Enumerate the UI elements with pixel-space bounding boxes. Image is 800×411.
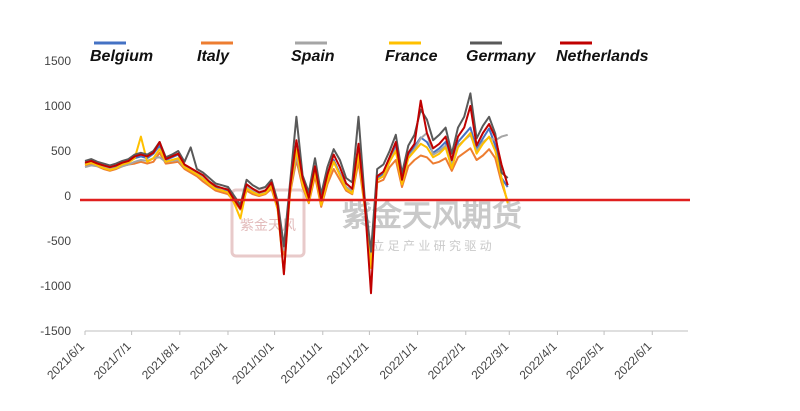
x-tick-label: 2021/7/1 — [91, 339, 134, 382]
series-lines — [84, 92, 509, 295]
x-tick-label: 2022/3/1 — [468, 339, 511, 382]
y-tick-label: 0 — [64, 189, 71, 203]
y-tick-label: -1000 — [40, 279, 71, 293]
legend-label-netherlands: Netherlands — [556, 48, 649, 65]
legend-label-spain: Spain — [291, 48, 335, 65]
y-tick-label: -500 — [47, 234, 71, 248]
x-tick-label: 2021/12/1 — [324, 339, 372, 387]
legend: Belgium Italy Spain France Germany Netherland… — [90, 41, 649, 65]
watermark-subtitle: 立 足 产 业 研 究 驱 动 — [372, 238, 491, 253]
legend-label-germany: Germany — [466, 48, 536, 65]
x-tick-label: 2021/10/1 — [229, 339, 277, 387]
x-tick-label: 2022/4/1 — [517, 339, 560, 382]
x-tick-label: 2022/2/1 — [425, 339, 468, 382]
x-tick-label: 2021/8/1 — [139, 339, 182, 382]
x-tick-label: 2022/6/1 — [611, 339, 654, 382]
x-tick-label: 2022/5/1 — [563, 339, 606, 382]
series-line-netherlands — [84, 99, 509, 295]
y-tick-label: 1500 — [44, 54, 71, 68]
legend-label-france: France — [385, 48, 438, 65]
legend-label-belgium: Belgium — [90, 48, 153, 65]
x-tick-label: 2022/1/1 — [377, 339, 420, 382]
y-tick-label: -1500 — [40, 324, 71, 338]
legend-label-italy: Italy — [197, 48, 230, 65]
y-tick-label: 500 — [51, 144, 71, 158]
x-tick-label: 2021/11/1 — [278, 339, 325, 386]
y-tick-label: 1000 — [44, 99, 71, 113]
series-line-france — [84, 132, 509, 275]
x-tick-label: 2021/6/1 — [44, 339, 87, 382]
x-tick-label: 2021/9/1 — [187, 339, 230, 382]
